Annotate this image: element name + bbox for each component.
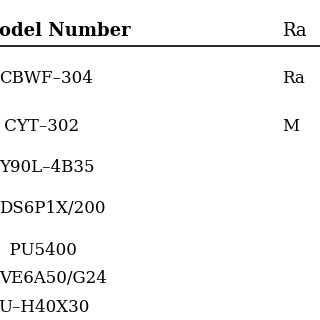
Text: Ra: Ra	[282, 22, 307, 40]
Text: Ra: Ra	[282, 70, 305, 87]
Text: U–H40X30: U–H40X30	[0, 299, 90, 316]
Text: CYT–302: CYT–302	[0, 117, 79, 135]
Text: PU5400: PU5400	[0, 242, 76, 259]
Text: Y90L–4B35: Y90L–4B35	[0, 159, 94, 176]
Text: odel Number: odel Number	[0, 22, 130, 40]
Text: CBWF–304: CBWF–304	[0, 70, 92, 87]
Text: M: M	[282, 117, 299, 135]
Text: DS6P1X/200: DS6P1X/200	[0, 200, 105, 217]
Text: VE6A50/G24: VE6A50/G24	[0, 270, 107, 287]
